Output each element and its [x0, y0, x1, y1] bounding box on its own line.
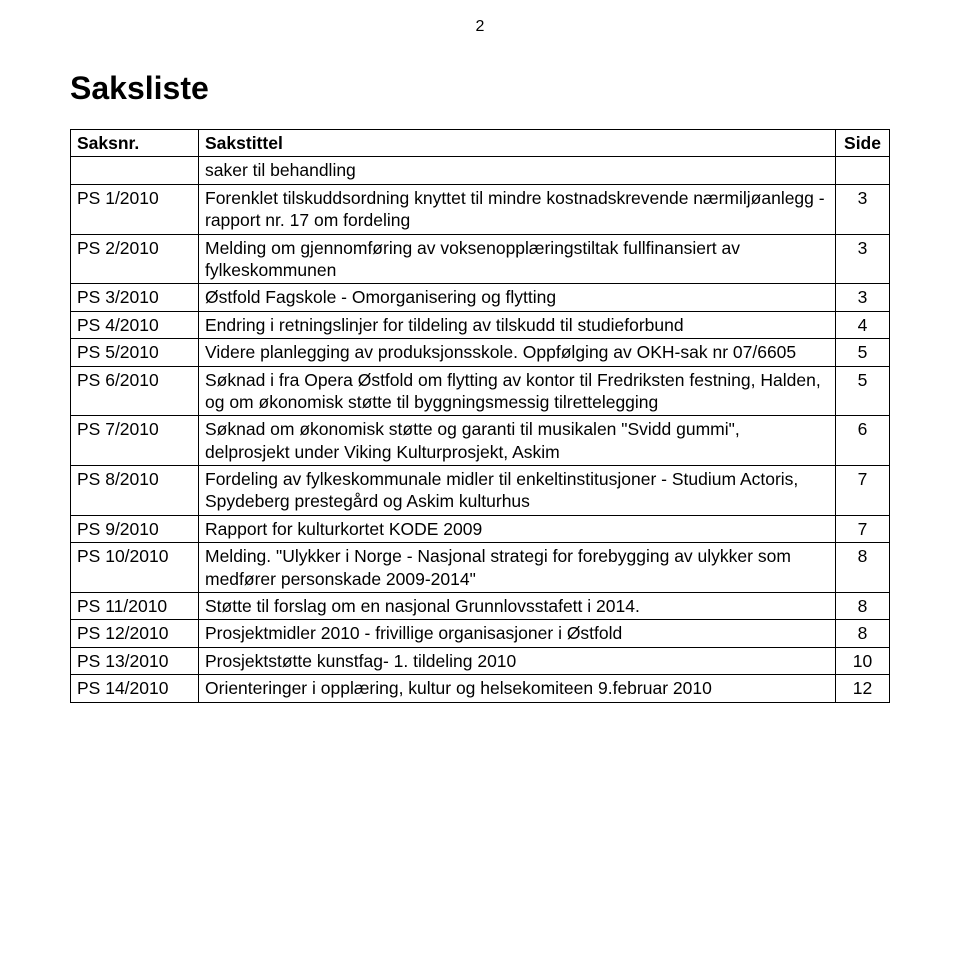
cell-saksnr: PS 4/2010: [71, 311, 199, 338]
table-row: PS 7/2010Søknad om økonomisk støtte og g…: [71, 416, 890, 466]
cell-tittel: Endring i retningslinjer for tildeling a…: [199, 311, 836, 338]
document-page: 2 Saksliste Saksnr. Sakstittel Side sake…: [0, 0, 960, 743]
cell-tittel: Støtte til forslag om en nasjonal Grunnl…: [199, 593, 836, 620]
cell-side: 3: [836, 284, 890, 311]
cell-saksnr: PS 2/2010: [71, 234, 199, 284]
page-number: 2: [476, 18, 485, 36]
cell-tittel: Melding. "Ulykker i Norge - Nasjonal str…: [199, 543, 836, 593]
table-row: PS 10/2010Melding. "Ulykker i Norge - Na…: [71, 543, 890, 593]
cell-side: 3: [836, 184, 890, 234]
cell-tittel: Søknad om økonomisk støtte og garanti ti…: [199, 416, 836, 466]
header-side: Side: [836, 130, 890, 157]
cell-side: 3: [836, 234, 890, 284]
cell-saksnr: PS 14/2010: [71, 675, 199, 702]
cell-saksnr: PS 10/2010: [71, 543, 199, 593]
table-header-row: Saksnr. Sakstittel Side: [71, 130, 890, 157]
cell-side: 6: [836, 416, 890, 466]
cell-saksnr: PS 1/2010: [71, 184, 199, 234]
cell-tittel: Søknad i fra Opera Østfold om flytting a…: [199, 366, 836, 416]
cell-side: 8: [836, 543, 890, 593]
cell-side: 12: [836, 675, 890, 702]
table-row: PS 6/2010Søknad i fra Opera Østfold om f…: [71, 366, 890, 416]
table-row: PS 3/2010Østfold Fagskole - Omorganiseri…: [71, 284, 890, 311]
table-row: PS 12/2010Prosjektmidler 2010 - frivilli…: [71, 620, 890, 647]
table-row: PS 9/2010Rapport for kulturkortet KODE 2…: [71, 515, 890, 542]
header-sakstittel: Sakstittel: [199, 130, 836, 157]
cell-tittel: Prosjektstøtte kunstfag- 1. tildeling 20…: [199, 647, 836, 674]
cell-side: 7: [836, 515, 890, 542]
cell-tittel: Videre planlegging av produksjonsskole. …: [199, 339, 836, 366]
cell-tittel: Orienteringer i opplæring, kultur og hel…: [199, 675, 836, 702]
cell-side: 5: [836, 366, 890, 416]
cell-tittel: saker til behandling: [199, 157, 836, 184]
table-row: PS 1/2010Forenklet tilskuddsordning knyt…: [71, 184, 890, 234]
cell-saksnr: PS 13/2010: [71, 647, 199, 674]
cell-side: 5: [836, 339, 890, 366]
table-row: PS 8/2010Fordeling av fylkeskommunale mi…: [71, 466, 890, 516]
cell-saksnr: [71, 157, 199, 184]
table-body: saker til behandling PS 1/2010Forenklet …: [71, 157, 890, 702]
cell-tittel: Forenklet tilskuddsordning knyttet til m…: [199, 184, 836, 234]
cell-saksnr: PS 6/2010: [71, 366, 199, 416]
table-row: PS 11/2010Støtte til forslag om en nasjo…: [71, 593, 890, 620]
cell-saksnr: PS 5/2010: [71, 339, 199, 366]
table-row: PS 4/2010Endring i retningslinjer for ti…: [71, 311, 890, 338]
header-saksnr: Saksnr.: [71, 130, 199, 157]
cell-saksnr: PS 9/2010: [71, 515, 199, 542]
cell-side: [836, 157, 890, 184]
cell-side: 7: [836, 466, 890, 516]
table-row: PS 5/2010Videre planlegging av produksjo…: [71, 339, 890, 366]
cell-saksnr: PS 11/2010: [71, 593, 199, 620]
cell-side: 8: [836, 593, 890, 620]
cell-saksnr: PS 12/2010: [71, 620, 199, 647]
cell-tittel: Østfold Fagskole - Omorganisering og fly…: [199, 284, 836, 311]
cell-saksnr: PS 7/2010: [71, 416, 199, 466]
cell-tittel: Melding om gjennomføring av voksenopplær…: [199, 234, 836, 284]
cell-tittel: Fordeling av fylkeskommunale midler til …: [199, 466, 836, 516]
cell-saksnr: PS 3/2010: [71, 284, 199, 311]
table-row: PS 14/2010Orienteringer i opplæring, kul…: [71, 675, 890, 702]
saksliste-table: Saksnr. Sakstittel Side saker til behand…: [70, 129, 890, 703]
cell-side: 10: [836, 647, 890, 674]
table-row: saker til behandling: [71, 157, 890, 184]
page-title: Saksliste: [70, 70, 890, 107]
cell-side: 4: [836, 311, 890, 338]
cell-tittel: Prosjektmidler 2010 - frivillige organis…: [199, 620, 836, 647]
table-row: PS 13/2010Prosjektstøtte kunstfag- 1. ti…: [71, 647, 890, 674]
cell-saksnr: PS 8/2010: [71, 466, 199, 516]
cell-side: 8: [836, 620, 890, 647]
cell-tittel: Rapport for kulturkortet KODE 2009: [199, 515, 836, 542]
table-row: PS 2/2010Melding om gjennomføring av vok…: [71, 234, 890, 284]
